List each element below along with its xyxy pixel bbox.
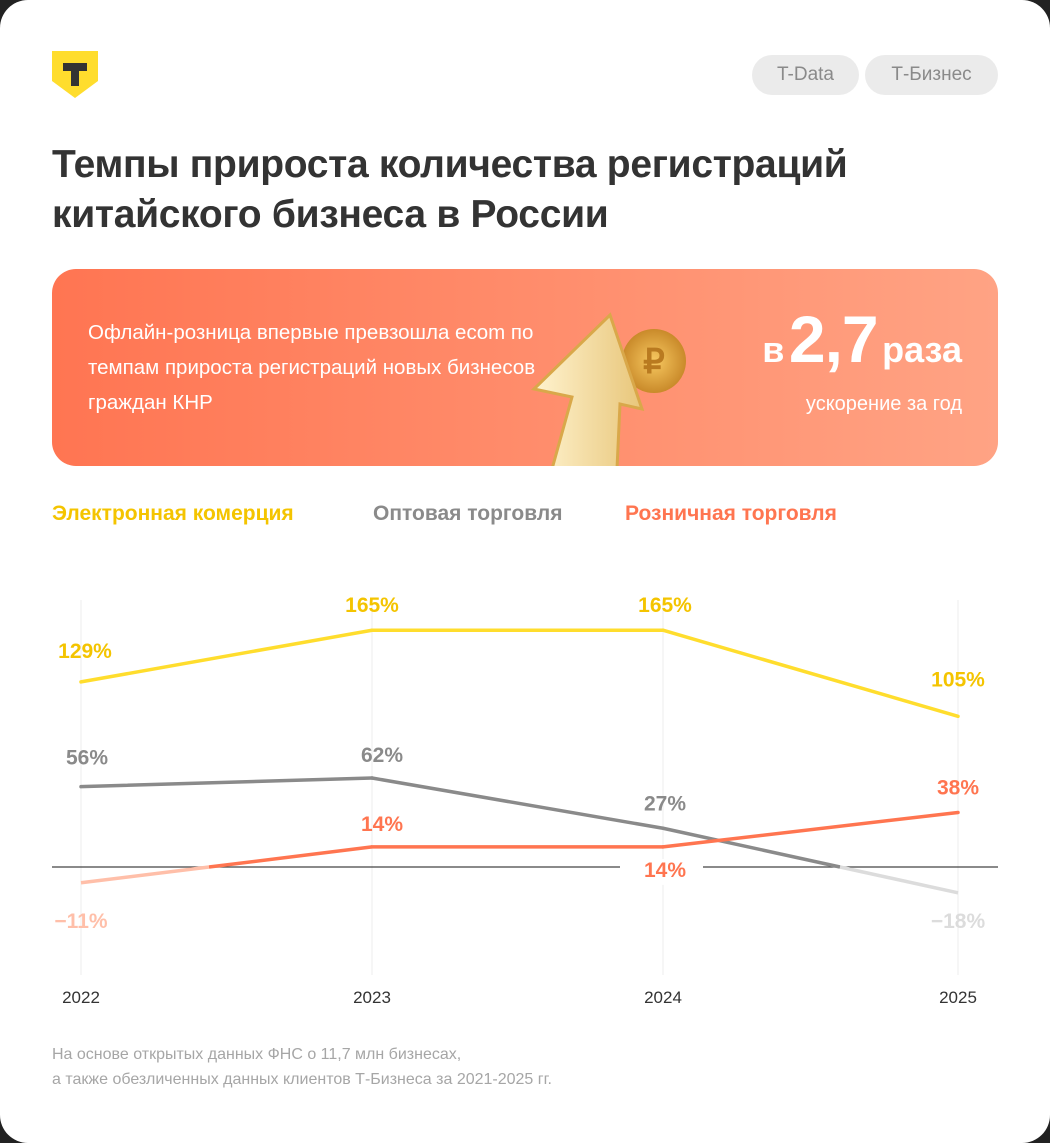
x-tick-label: 2022	[62, 988, 100, 1007]
data-label: 165%	[345, 594, 399, 617]
data-label: 105%	[931, 668, 985, 691]
arrow-coin-illustration-icon: ₽	[530, 312, 686, 466]
tag-t-business[interactable]: Т-Бизнес	[865, 55, 998, 95]
tag-t-data[interactable]: T-Data	[752, 55, 859, 95]
series-line-segment	[79, 628, 374, 684]
footnote-line-2: а также обезличенных данных клиентов Т-Б…	[52, 1071, 552, 1088]
data-label: 38%	[937, 776, 979, 799]
series-line-segment	[79, 776, 374, 789]
data-label: 14%	[361, 813, 403, 836]
series-line-segment	[662, 826, 841, 869]
data-label: −18%	[931, 910, 986, 933]
data-label: 62%	[361, 744, 403, 767]
banner-figure: в 2,7 раза	[762, 302, 962, 376]
data-label: 27%	[644, 792, 686, 815]
legend-wholesale: Оптовая торговля	[373, 502, 563, 525]
data-label: 129%	[58, 640, 112, 663]
t-bank-logo-icon	[52, 51, 98, 98]
series-line-segment	[661, 810, 960, 849]
label-background	[639, 858, 687, 885]
series-line-segment	[661, 628, 960, 719]
legend-ecom: Электронная комерция	[52, 502, 294, 525]
x-tick-label: 2023	[353, 988, 391, 1007]
data-label: −11%	[54, 910, 107, 933]
legend-retail: Розничная торговля	[625, 502, 837, 525]
highlight-banner: Офлайн-розница впервые превзошла ecom по…	[52, 269, 998, 466]
data-label: 14%	[644, 859, 686, 882]
svg-text:₽: ₽	[643, 343, 665, 381]
banner-text: Офлайн-розница впервые превзошла ecom по…	[88, 321, 536, 414]
series-line-segment	[80, 865, 210, 885]
footnote-line-1: На основе открытых данных ФНС о 11,7 млн…	[52, 1046, 462, 1063]
data-label: 56%	[66, 747, 108, 770]
x-tick-label: 2025	[939, 988, 977, 1007]
series-line-segment	[839, 865, 959, 895]
data-label: 165%	[638, 594, 692, 617]
series-line-segment	[208, 845, 373, 869]
page-title: Темпы прироста количества регистраций ки…	[52, 143, 848, 236]
series-line-segment	[370, 776, 665, 831]
banner-caption: ускорение за год	[805, 393, 962, 415]
footnote: На основе открытых данных ФНС о 11,7 млн…	[52, 1042, 552, 1092]
x-tick-label: 2024	[644, 988, 682, 1007]
